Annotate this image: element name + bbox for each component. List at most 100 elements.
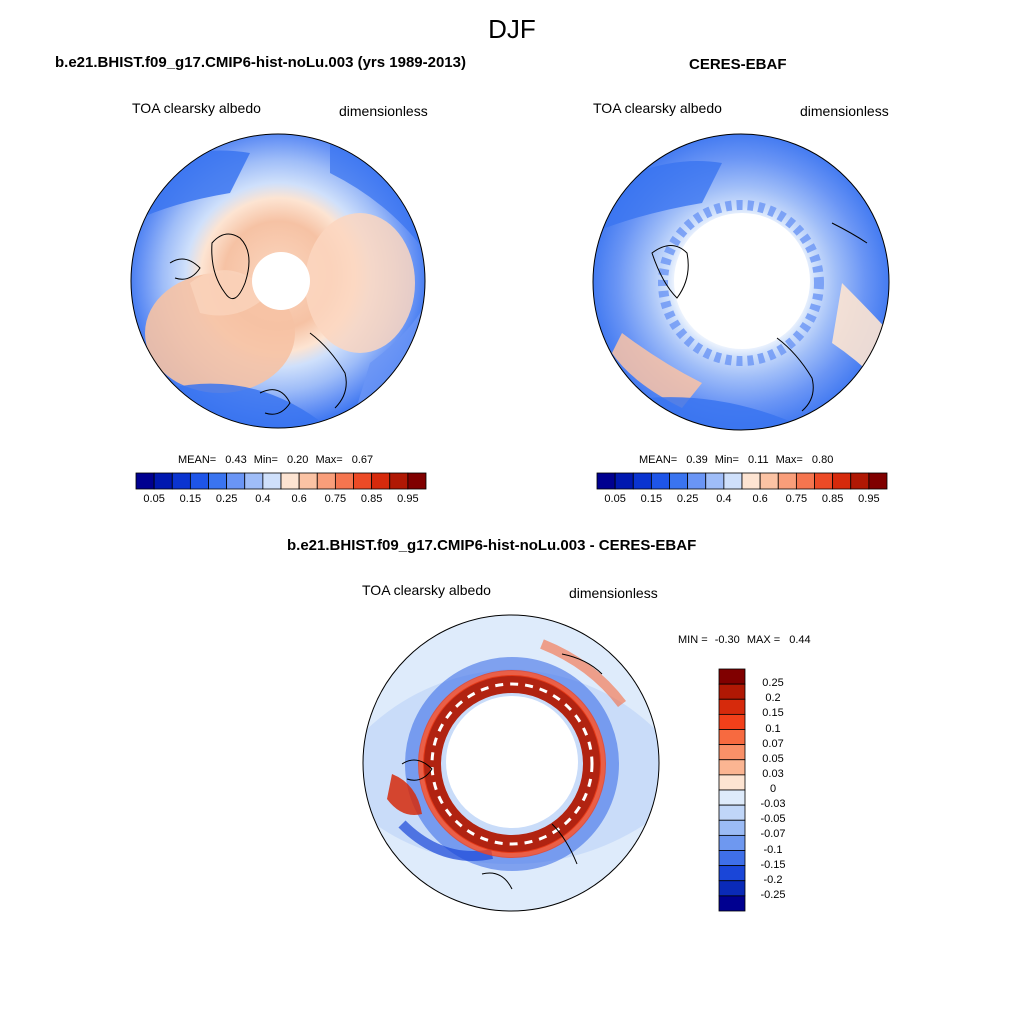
- colorbar-swatch: [262, 472, 282, 490]
- colorbar-tick-label: 0.05: [143, 493, 165, 505]
- colorbar-swatch: [723, 472, 743, 490]
- obs-min-label: Min=: [714, 454, 739, 466]
- colorbar-tick-label: 0.75: [324, 493, 347, 505]
- colorbar-tick-label: 0.95: [858, 493, 880, 505]
- colorbar-swatch: [777, 472, 797, 490]
- obs-stats: MEAN= 0.39 Min= 0.11 Max= 0.80: [639, 454, 833, 466]
- colorbar-swatch: [832, 472, 852, 490]
- colorbar-tick-label: 0.05: [762, 752, 784, 765]
- colorbar-swatch: [226, 472, 246, 490]
- colorbar-tick-label: 0.03: [762, 767, 784, 780]
- colorbar-swatch: [171, 472, 191, 490]
- colorbar-swatch: [718, 683, 746, 700]
- diff-colorbar-ticks: 0.25 0.2 0.15 0.1 0.07 0.05 0.03 0 -0.03 -0.05 -0.…: [751, 669, 811, 911]
- colorbar-tick-label: 0.07: [762, 737, 784, 750]
- obs-polar-map: [592, 133, 890, 431]
- colorbar-swatch: [718, 698, 746, 715]
- colorbar-swatch: [632, 472, 652, 490]
- diff-variable-label: TOA clearsky albedo: [362, 582, 491, 598]
- colorbar-tick-label: -0.05: [760, 813, 786, 826]
- model-variable-label: TOA clearsky albedo: [132, 100, 261, 116]
- model-units-label: dimensionless: [339, 103, 428, 119]
- colorbar-tick-label: 0.25: [215, 493, 238, 505]
- obs-max-value: 0.80: [811, 454, 834, 466]
- model-colorbar: [135, 472, 427, 490]
- colorbar-swatch: [718, 744, 746, 761]
- model-stats: MEAN= 0.43 Min= 0.20 Max= 0.67: [178, 454, 373, 466]
- colorbar-tick-label: -0.1: [763, 843, 783, 856]
- diff-polar-map: [362, 614, 660, 912]
- obs-colorbar: [596, 472, 888, 490]
- colorbar-swatch: [353, 472, 373, 490]
- model-colorbar-ticks: 0.05 0.15 0.25 0.4 0.6 0.75 0.85 0.95: [136, 493, 426, 507]
- colorbar-swatch: [795, 472, 815, 490]
- model-max-value: 0.67: [351, 454, 374, 466]
- colorbar-swatch: [407, 472, 427, 490]
- colorbar-swatch: [705, 472, 725, 490]
- diff-panel-title: b.e21.BHIST.f09_g17.CMIP6-hist-noLu.003 …: [287, 537, 697, 554]
- obs-min-value: 0.11: [747, 454, 769, 466]
- colorbar-swatch: [718, 804, 746, 821]
- model-panel-title: b.e21.BHIST.f09_g17.CMIP6-hist-noLu.003 …: [55, 54, 466, 71]
- diff-max-value: 0.44: [789, 634, 811, 646]
- colorbar-swatch: [371, 472, 391, 490]
- colorbar-tick-label: -0.03: [760, 798, 786, 811]
- colorbar-tick-label: 0.6: [291, 493, 307, 505]
- figure-title: DJF: [488, 14, 536, 44]
- colorbar-tick-label: 0.15: [762, 707, 784, 720]
- diff-max-label: MAX =: [746, 634, 781, 646]
- colorbar-tick-label: 0.4: [716, 493, 732, 505]
- model-polar-map: [130, 133, 426, 429]
- model-mean-value: 0.43: [225, 454, 247, 466]
- obs-mean-label: MEAN=: [639, 454, 678, 466]
- colorbar-swatch: [298, 472, 318, 490]
- model-mean-label: MEAN=: [178, 454, 217, 466]
- colorbar-swatch: [718, 819, 746, 836]
- colorbar-swatch: [189, 472, 209, 490]
- colorbar-swatch: [718, 895, 746, 912]
- model-max-label: Max=: [315, 454, 343, 466]
- diff-units-label: dimensionless: [569, 585, 658, 601]
- colorbar-swatch: [669, 472, 689, 490]
- colorbar-swatch: [718, 880, 746, 897]
- colorbar-tick-label: 0.85: [360, 493, 383, 505]
- colorbar-swatch: [718, 759, 746, 776]
- obs-colorbar-ticks: 0.05 0.15 0.25 0.4 0.6 0.75 0.85 0.95: [597, 493, 887, 507]
- colorbar-swatch: [759, 472, 779, 490]
- colorbar-swatch: [718, 729, 746, 746]
- colorbar-tick-label: 0.75: [785, 493, 808, 505]
- colorbar-tick-label: 0: [769, 783, 777, 795]
- diff-colorbar: [718, 668, 746, 912]
- colorbar-swatch: [718, 834, 746, 851]
- colorbar-swatch: [614, 472, 634, 490]
- colorbar-swatch: [135, 472, 155, 490]
- colorbar-swatch: [208, 472, 228, 490]
- colorbar-tick-label: 0.15: [640, 493, 663, 505]
- colorbar-tick-label: 0.25: [762, 677, 784, 690]
- colorbar-tick-label: 0.95: [397, 493, 419, 505]
- colorbar-tick-label: -0.07: [760, 828, 786, 841]
- obs-mean-value: 0.39: [686, 454, 708, 466]
- colorbar-tick-label: 0.25: [676, 493, 699, 505]
- diff-stats: MIN = -0.30 MAX = 0.44: [678, 634, 811, 646]
- model-min-label: Min=: [253, 454, 278, 466]
- colorbar-swatch: [389, 472, 409, 490]
- colorbar-swatch: [334, 472, 354, 490]
- colorbar-swatch: [741, 472, 761, 490]
- colorbar-swatch: [687, 472, 707, 490]
- colorbar-swatch: [718, 774, 746, 791]
- colorbar-swatch: [718, 865, 746, 882]
- colorbar-tick-label: -0.2: [763, 873, 783, 886]
- colorbar-swatch: [814, 472, 834, 490]
- model-min-value: 0.20: [286, 454, 309, 466]
- colorbar-tick-label: -0.25: [760, 888, 786, 901]
- colorbar-swatch: [316, 472, 336, 490]
- colorbar-tick-label: 0.05: [604, 493, 626, 505]
- colorbar-tick-label: 0.1: [765, 722, 781, 735]
- colorbar-tick-label: 0.6: [752, 493, 768, 505]
- colorbar-tick-label: 0.15: [179, 493, 202, 505]
- colorbar-tick-label: 0.2: [765, 692, 781, 705]
- obs-max-label: Max=: [775, 454, 803, 466]
- colorbar-swatch: [280, 472, 300, 490]
- obs-units-label: dimensionless: [800, 103, 889, 119]
